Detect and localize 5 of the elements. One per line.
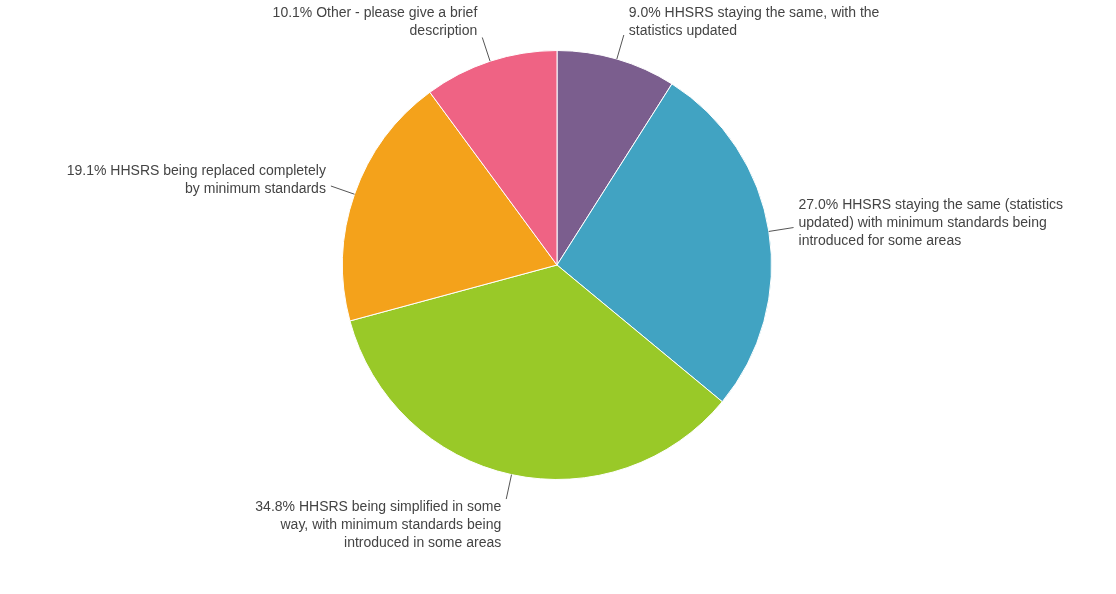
slice-label: 34.8% HHSRS being simplified in some way, with minimum standards being introduced in some areas <box>255 498 502 551</box>
slice-label: 9.0% HHSRS staying the same, with the statistics updated <box>628 3 880 38</box>
slice-label: 19.1% HHSRS being replaced completely by minimum standards <box>66 161 326 196</box>
slice-label: 10.1% Other - please give a brief description <box>272 3 478 38</box>
slice-label: 27.0% HHSRS staying the same (statistics updated) with minimum standards being introduced for some areas <box>798 196 1064 249</box>
